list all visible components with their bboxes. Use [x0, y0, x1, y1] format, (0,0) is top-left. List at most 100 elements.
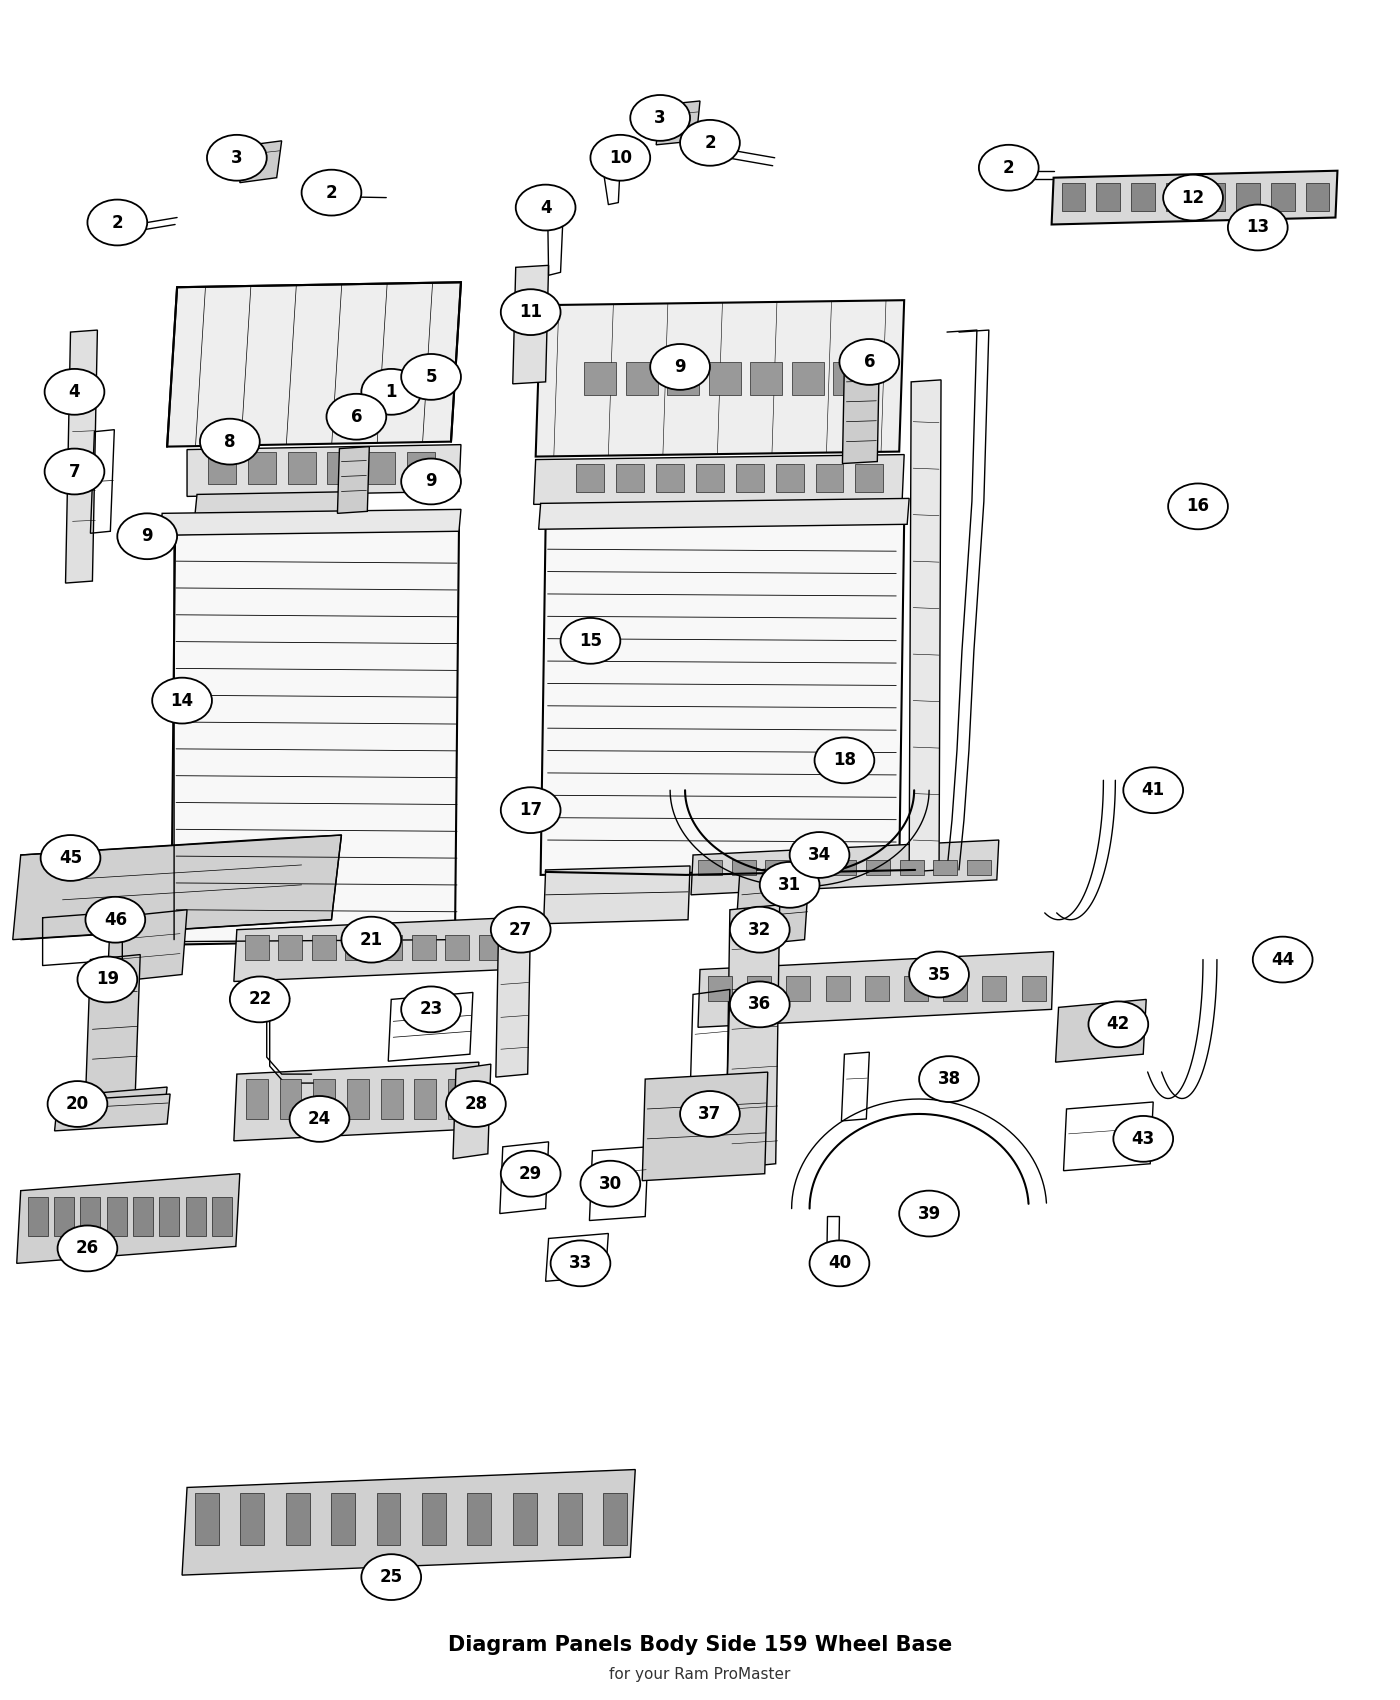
Text: 30: 30 — [599, 1175, 622, 1193]
Ellipse shape — [1088, 1001, 1148, 1047]
Polygon shape — [496, 911, 531, 1078]
Ellipse shape — [118, 513, 176, 559]
Text: 36: 36 — [748, 996, 771, 1013]
Text: 4: 4 — [69, 382, 80, 401]
Ellipse shape — [207, 134, 267, 180]
Ellipse shape — [729, 981, 790, 1027]
Polygon shape — [748, 976, 771, 1001]
Polygon shape — [1236, 182, 1260, 211]
Ellipse shape — [1163, 175, 1224, 221]
Ellipse shape — [591, 134, 650, 180]
Polygon shape — [533, 454, 904, 505]
Text: 42: 42 — [1107, 1015, 1130, 1034]
Polygon shape — [412, 935, 435, 959]
Text: 11: 11 — [519, 303, 542, 321]
Polygon shape — [83, 1086, 167, 1120]
Polygon shape — [160, 1197, 179, 1236]
Polygon shape — [540, 518, 904, 876]
Text: 9: 9 — [675, 359, 686, 376]
Text: 2: 2 — [112, 214, 123, 231]
Text: 38: 38 — [938, 1069, 960, 1088]
Polygon shape — [17, 1173, 239, 1263]
Polygon shape — [799, 860, 823, 876]
Polygon shape — [377, 1493, 400, 1545]
Ellipse shape — [57, 1226, 118, 1272]
Polygon shape — [171, 529, 459, 945]
Ellipse shape — [729, 906, 790, 952]
Polygon shape — [332, 1493, 356, 1545]
Polygon shape — [626, 362, 658, 394]
Ellipse shape — [45, 369, 105, 415]
Polygon shape — [414, 1080, 437, 1119]
Text: 6: 6 — [350, 408, 363, 425]
Polygon shape — [55, 1197, 74, 1236]
Text: 12: 12 — [1182, 189, 1204, 207]
Polygon shape — [699, 860, 722, 876]
Polygon shape — [512, 1493, 536, 1545]
Ellipse shape — [1253, 937, 1313, 983]
Polygon shape — [668, 362, 700, 394]
Polygon shape — [983, 976, 1007, 1001]
Ellipse shape — [650, 343, 710, 389]
Text: 46: 46 — [104, 911, 127, 928]
Polygon shape — [209, 452, 235, 484]
Ellipse shape — [361, 369, 421, 415]
Polygon shape — [367, 452, 395, 484]
Text: 39: 39 — [917, 1205, 941, 1222]
Text: 9: 9 — [426, 473, 437, 491]
Polygon shape — [85, 955, 140, 1098]
Polygon shape — [967, 860, 991, 876]
Polygon shape — [195, 491, 367, 515]
Polygon shape — [1051, 170, 1337, 224]
Polygon shape — [539, 498, 909, 529]
Ellipse shape — [290, 1096, 350, 1142]
Ellipse shape — [790, 831, 850, 877]
Text: 18: 18 — [833, 751, 855, 770]
Text: 3: 3 — [654, 109, 666, 127]
Polygon shape — [1166, 182, 1190, 211]
Polygon shape — [239, 141, 281, 182]
Polygon shape — [584, 362, 616, 394]
Text: 33: 33 — [568, 1255, 592, 1272]
Polygon shape — [381, 1080, 403, 1119]
Ellipse shape — [815, 738, 875, 784]
Text: 43: 43 — [1131, 1130, 1155, 1148]
Ellipse shape — [581, 1161, 640, 1207]
Text: 4: 4 — [540, 199, 552, 216]
Ellipse shape — [200, 418, 260, 464]
Polygon shape — [616, 464, 644, 493]
Polygon shape — [512, 265, 549, 384]
Ellipse shape — [909, 952, 969, 998]
Text: 19: 19 — [95, 971, 119, 988]
Text: 32: 32 — [748, 921, 771, 938]
Polygon shape — [657, 100, 700, 144]
Polygon shape — [1271, 182, 1295, 211]
Text: 14: 14 — [171, 692, 193, 709]
Polygon shape — [735, 865, 809, 947]
Ellipse shape — [301, 170, 361, 216]
Ellipse shape — [1123, 767, 1183, 813]
Polygon shape — [106, 1197, 126, 1236]
Text: 20: 20 — [66, 1095, 90, 1114]
Polygon shape — [833, 362, 865, 394]
Ellipse shape — [230, 976, 290, 1022]
Polygon shape — [833, 860, 857, 876]
Ellipse shape — [680, 1091, 739, 1137]
Ellipse shape — [153, 678, 211, 724]
Polygon shape — [699, 952, 1054, 1027]
Ellipse shape — [77, 957, 137, 1003]
Ellipse shape — [361, 1554, 421, 1600]
Polygon shape — [445, 935, 469, 959]
Polygon shape — [787, 976, 811, 1001]
Ellipse shape — [809, 1241, 869, 1287]
Ellipse shape — [85, 898, 146, 942]
Text: 9: 9 — [141, 527, 153, 546]
Polygon shape — [867, 860, 890, 876]
Polygon shape — [904, 976, 928, 1001]
Ellipse shape — [402, 354, 461, 399]
Text: 26: 26 — [76, 1239, 99, 1258]
Polygon shape — [108, 910, 188, 983]
Text: 28: 28 — [465, 1095, 487, 1114]
Text: 3: 3 — [231, 150, 242, 167]
Ellipse shape — [326, 394, 386, 440]
